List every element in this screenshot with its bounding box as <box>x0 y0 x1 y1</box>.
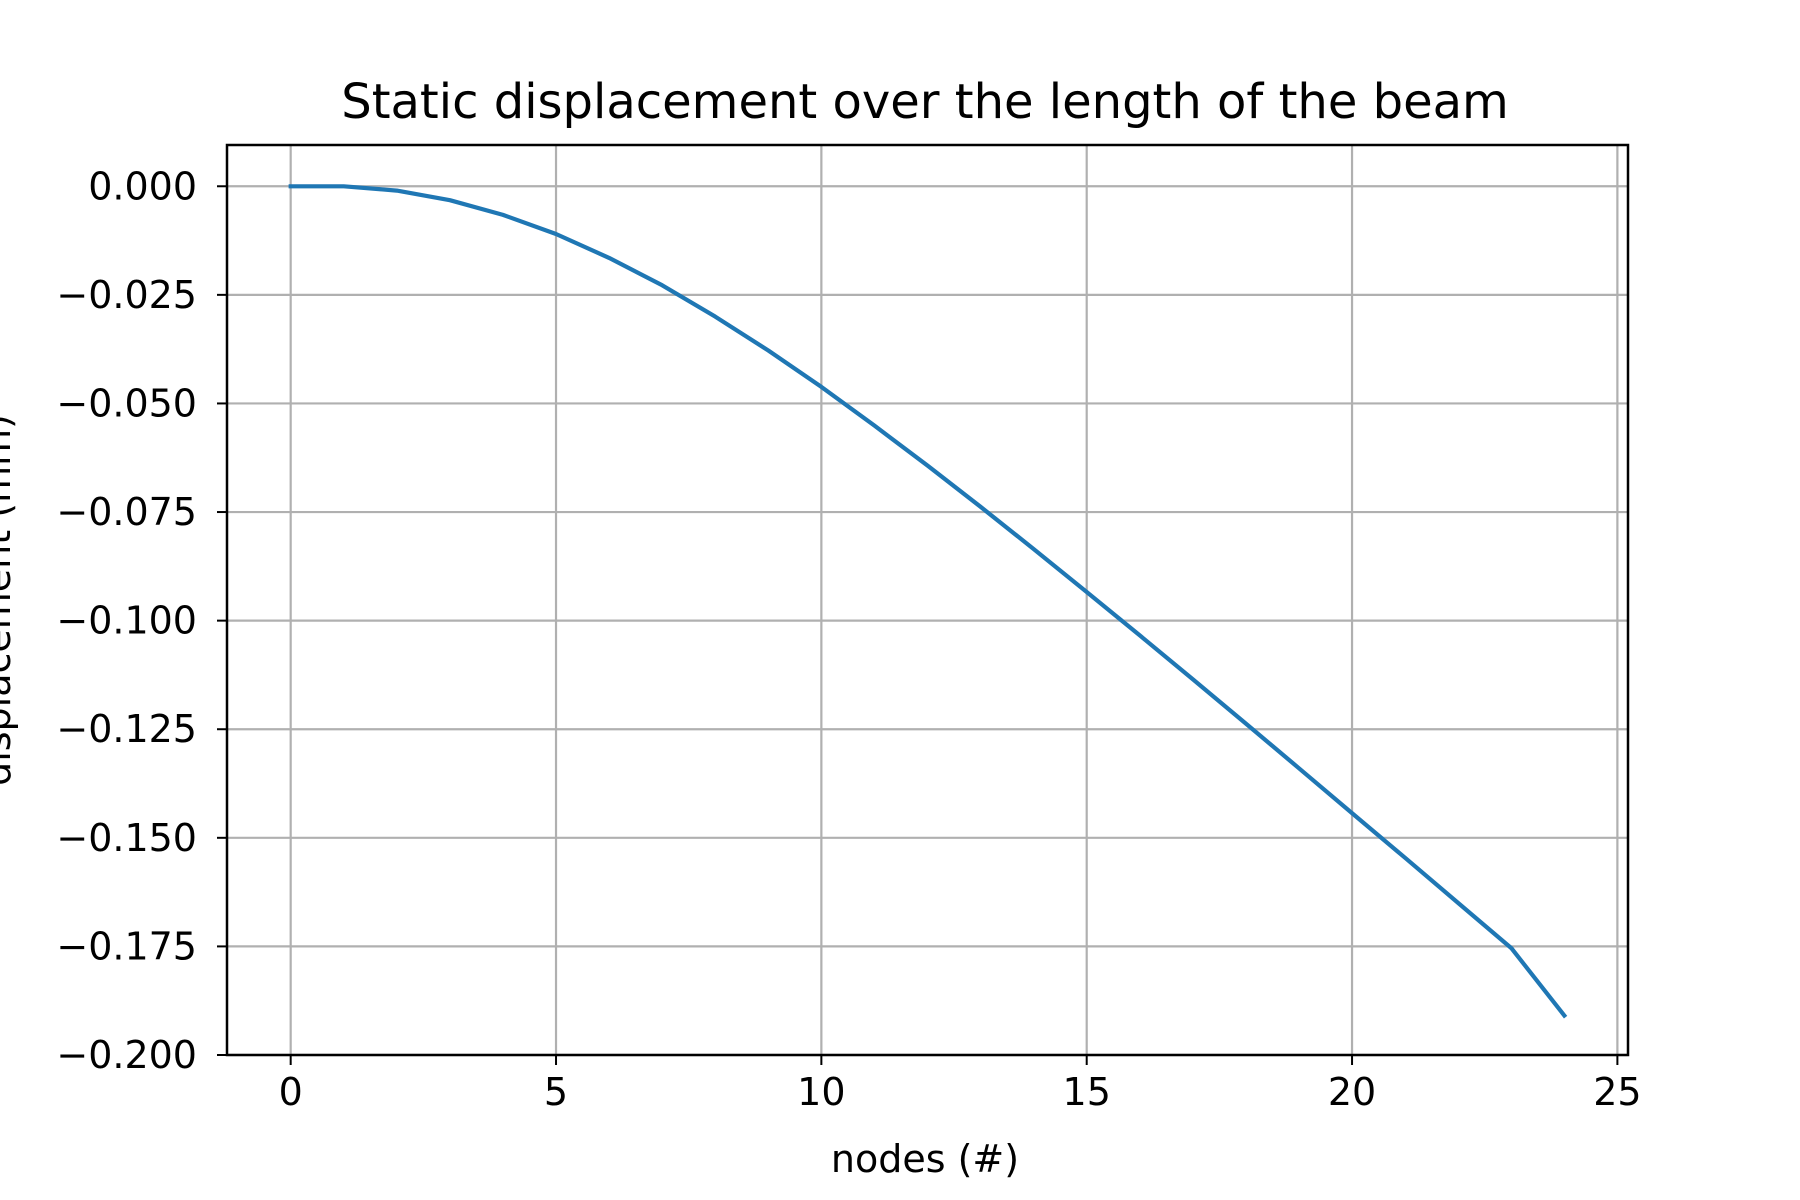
x-tick-label: 20 <box>1328 1070 1376 1114</box>
y-tick-label: −0.075 <box>56 490 197 534</box>
x-tick-label: 25 <box>1593 1070 1641 1114</box>
x-tick-label: 5 <box>544 1070 568 1114</box>
x-tick-label: 0 <box>279 1070 303 1114</box>
y-tick-label: −0.175 <box>56 924 197 968</box>
y-tick-label: −0.125 <box>56 707 197 751</box>
x-ticks: 0 5 10 15 20 25 <box>279 1055 1642 1114</box>
y-tick-label: −0.050 <box>56 381 197 425</box>
y-ticks: 0.000 −0.025 −0.050 −0.075 −0.100 −0.125 −0.15… <box>56 164 227 1077</box>
y-tick-label: −0.200 <box>56 1033 197 1077</box>
chart-title: Static displacement over the length of t… <box>341 74 1509 130</box>
y-tick-label: −0.150 <box>56 816 197 860</box>
x-tick-label: 10 <box>797 1070 845 1114</box>
y-tick-label: −0.025 <box>56 273 197 317</box>
y-axis-label: displacement (mm) <box>0 414 19 786</box>
x-tick-label: 15 <box>1063 1070 1111 1114</box>
y-tick-label: 0.000 <box>88 164 197 208</box>
plot-frame <box>225 143 1630 1057</box>
y-tick-label: −0.100 <box>56 599 197 643</box>
series-line-displacement <box>288 184 1568 1019</box>
series-layer <box>288 184 1568 1019</box>
x-axis-label: nodes (#) <box>831 1137 1019 1181</box>
grid <box>227 145 1628 1057</box>
